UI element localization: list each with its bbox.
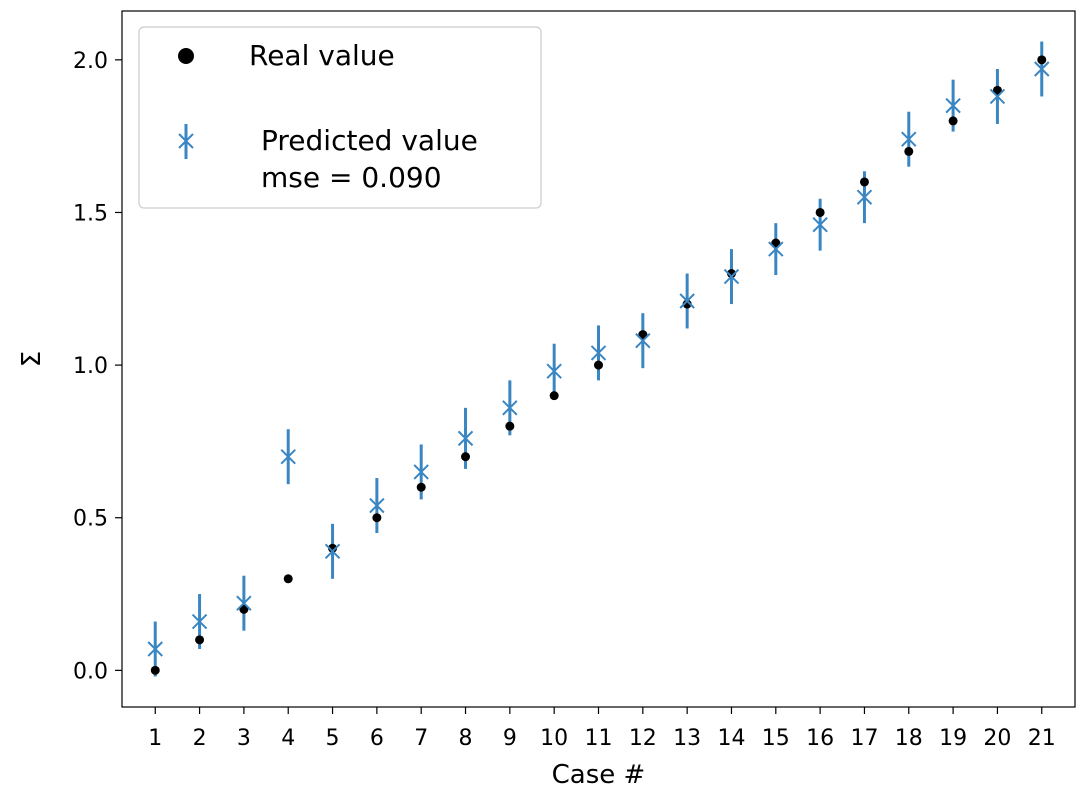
- legend-box: [138, 26, 542, 209]
- real-value-point: [416, 482, 426, 492]
- real-value-point: [505, 421, 515, 431]
- predicted-value-point: [1034, 61, 1050, 77]
- y-tick-label: 0.5: [73, 507, 108, 532]
- legend-real-marker: [178, 48, 194, 64]
- legend-real-label: Real value: [249, 39, 395, 72]
- real-value-point: [239, 604, 249, 614]
- predicted-value-point: [768, 241, 784, 257]
- predicted-value-point: [546, 363, 562, 379]
- x-tick-label: 10: [540, 726, 568, 751]
- predicted-value-point: [945, 97, 961, 114]
- x-tick-label: 12: [629, 726, 657, 751]
- x-tick-label: 14: [717, 726, 745, 751]
- x-tick-label: 20: [983, 726, 1011, 751]
- legend-pred-label: Predicted value: [261, 124, 478, 157]
- x-tick-label: 21: [1028, 726, 1056, 751]
- predicted-value-point: [812, 216, 828, 233]
- real-value-point: [859, 177, 869, 187]
- x-tick-label: 9: [503, 726, 517, 751]
- real-value-point: [549, 391, 559, 401]
- y-tick-label: 1.5: [73, 201, 108, 226]
- x-tick-label: 15: [762, 726, 790, 751]
- predicted-value-point: [989, 88, 1006, 105]
- legend-mse-label: mse = 0.090: [261, 161, 442, 194]
- predicted-value-point: [457, 430, 474, 447]
- predicted-value-point: [723, 268, 740, 285]
- real-value-point: [682, 299, 692, 309]
- predicted-value-series: [147, 61, 1050, 657]
- real-value-point: [150, 665, 160, 675]
- real-value-point: [461, 452, 471, 462]
- y-tick-label: 0.0: [73, 659, 108, 684]
- predicted-value-point: [413, 464, 429, 480]
- predicted-value-point: [856, 189, 873, 205]
- x-tick-label: 18: [895, 726, 923, 751]
- real-value-point: [771, 238, 781, 248]
- legend: Real value Predicted value mse = 0.090: [138, 26, 542, 209]
- x-tick-label: 4: [281, 726, 295, 751]
- x-tick-label: 5: [326, 726, 340, 751]
- real-value-point: [638, 330, 648, 340]
- predicted-value-point: [635, 332, 651, 349]
- real-value-point: [726, 269, 736, 279]
- y-tick-label: 1.0: [73, 354, 108, 379]
- real-value-point: [195, 635, 205, 645]
- x-axis-label: Case #: [552, 760, 646, 789]
- legend-pred-marker: [178, 133, 194, 149]
- real-value-point: [328, 543, 338, 553]
- x-tick-label: 11: [585, 726, 613, 751]
- predicted-value-point: [369, 497, 385, 514]
- real-value-point: [815, 207, 825, 217]
- predicted-value-point: [679, 293, 695, 309]
- predicted-value-point: [147, 641, 163, 657]
- real-value-point: [594, 360, 603, 370]
- x-tick-label: 17: [850, 726, 878, 751]
- predicted-value-point: [590, 345, 607, 361]
- predicted-value-point: [236, 595, 252, 611]
- real-value-point: [904, 146, 914, 156]
- real-value-point: [992, 85, 1002, 95]
- predicted-value-point: [901, 131, 917, 147]
- real-value-point: [948, 116, 958, 126]
- x-tick-label: 8: [459, 726, 473, 751]
- real-value-point: [283, 574, 293, 584]
- x-tick-label: 1: [148, 726, 162, 751]
- x-tick-label: 2: [193, 726, 207, 751]
- x-tick-label: 7: [414, 726, 428, 751]
- predicted-value-point: [502, 400, 518, 416]
- x-tick-label: 3: [237, 726, 251, 751]
- x-tick-label: 19: [939, 726, 967, 751]
- y-axis-label: Σ: [17, 351, 47, 367]
- y-tick-label: 2.0: [73, 49, 108, 74]
- x-axis: 1 2 3 4 5 6 7 8 9 10 11 12 13 14 15 16 17 18 19 20 21: [148, 707, 1056, 751]
- real-value-point: [372, 513, 382, 523]
- x-tick-label: 6: [370, 726, 384, 751]
- x-tick-label: 16: [806, 726, 834, 751]
- real-value-point: [1037, 55, 1047, 65]
- predicted-value-point: [280, 448, 296, 465]
- x-tick-label: 13: [673, 726, 701, 751]
- predicted-value-point: [191, 613, 208, 630]
- y-axis: 0.0 0.5 1.0 1.5 2.0: [73, 49, 122, 684]
- predicted-value-point: [324, 543, 341, 560]
- real-value-series: [150, 55, 1047, 675]
